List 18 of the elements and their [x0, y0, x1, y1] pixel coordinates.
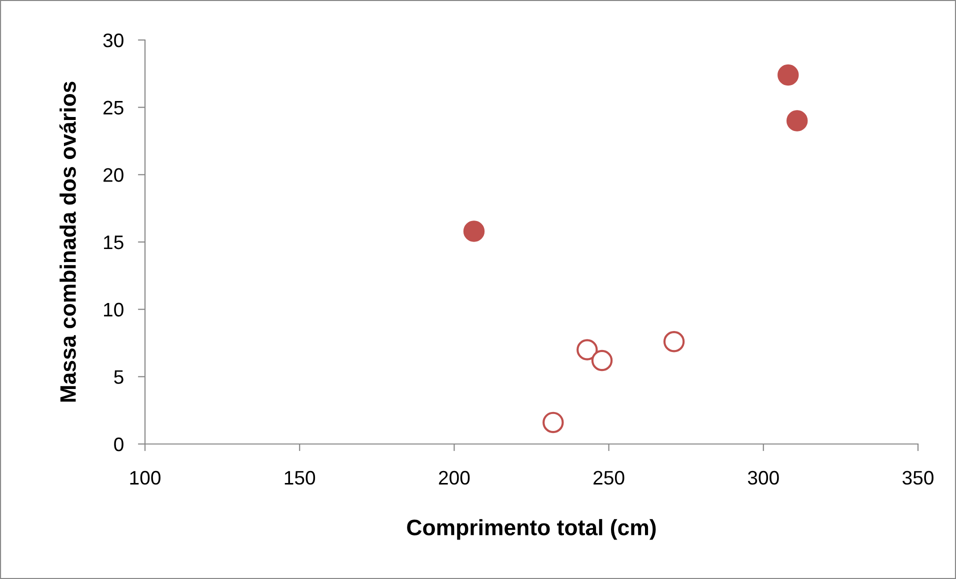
point [786, 110, 808, 132]
x-axis-title: Comprimento total (cm) [407, 519, 656, 540]
x-tick-label: 200 [438, 470, 470, 485]
point [778, 64, 799, 86]
y-tick-label: 0 [114, 437, 124, 452]
x-tick-label: 100 [130, 470, 160, 485]
y-tick-label: 30 [103, 33, 124, 48]
y-tick-label: 10 [104, 302, 124, 317]
x-tick-label: 250 [594, 470, 624, 485]
x-tick-label: 150 [284, 470, 316, 485]
y-axis-title: Massa combinada dos ovários [59, 82, 76, 402]
y-tick-label: 20 [104, 168, 124, 182]
point [463, 220, 485, 242]
x-tick-label: 350 [902, 470, 934, 485]
y-tick-label: 25 [104, 100, 124, 115]
y-tick-label: 5 [114, 370, 124, 384]
y-tick-label: 15 [104, 236, 124, 250]
x-tick-label: 300 [748, 470, 779, 485]
